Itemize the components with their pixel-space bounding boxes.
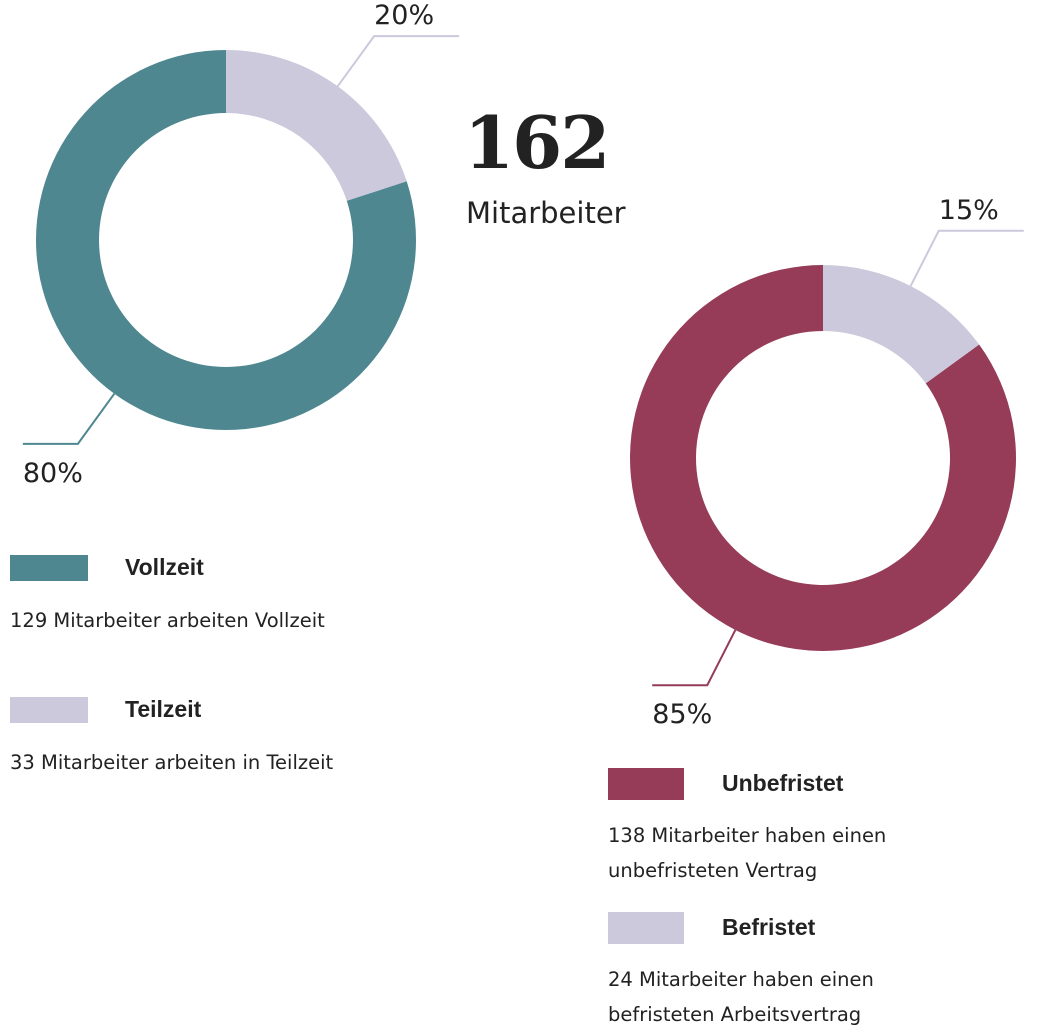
leader-line: [22, 393, 116, 445]
legend-description: 33 Mitarbeiter arbeiten in Teilzeit: [10, 751, 334, 774]
legend-swatch: [608, 768, 684, 800]
headline-number: 162: [464, 100, 610, 185]
percent-label: 20%: [374, 0, 435, 32]
legend-description: 138 Mitarbeiter haben einen: [608, 824, 887, 847]
donut-segment: [36, 50, 416, 430]
leader-line: [652, 629, 737, 687]
legend-description: 129 Mitarbeiter arbeiten Vollzeit: [10, 609, 325, 632]
legend-label: Teilzeit: [125, 696, 202, 722]
legend-swatch: [10, 555, 88, 581]
legend-description: unbefristeten Vertrag: [608, 859, 818, 882]
leader-line: [336, 35, 460, 87]
headline-label: Mitarbeiter: [466, 196, 626, 230]
legend-label: Vollzeit: [125, 554, 204, 580]
legend-description: befristeten Arbeitsvertrag: [608, 1003, 862, 1026]
percent-label: 15%: [938, 194, 999, 226]
legend-description: 24 Mitarbeiter haben einen: [608, 968, 874, 991]
donut-segment: [226, 50, 407, 201]
leader-line: [909, 229, 1024, 287]
donut-segment: [823, 265, 980, 384]
legend-label: Unbefristet: [722, 770, 844, 796]
percent-label: 85%: [652, 699, 713, 731]
donut-segment: [630, 265, 1016, 651]
legend-swatch: [608, 912, 684, 944]
percent-label: 80%: [22, 457, 83, 489]
legend-swatch: [10, 697, 88, 723]
legend-label: Befristet: [722, 914, 816, 940]
